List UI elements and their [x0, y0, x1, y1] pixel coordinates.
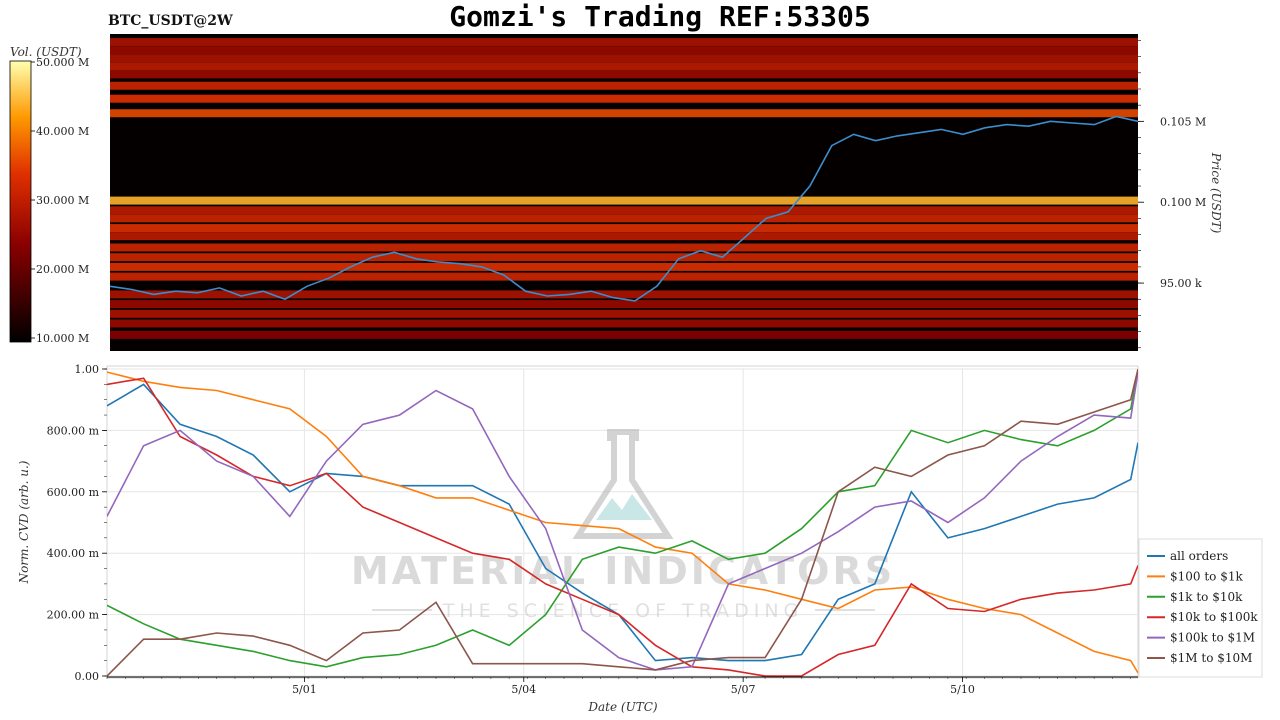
cvd-x-label: Date (UTC): [587, 700, 657, 714]
cvd-lines: [107, 368, 1138, 677]
y-tick-label: 800.00 m: [47, 424, 100, 437]
cvd-y-ticks: 0.00 200.00 m 400.00 m 600.00 m 800.00 m 1.00: [47, 363, 107, 683]
heatmap-band: [110, 38, 1138, 47]
legend-label: $100k to $1M: [1170, 631, 1255, 645]
heatmap-band: [110, 214, 1138, 223]
price-axis-label: Price (USDT): [1209, 152, 1223, 234]
series-line: [107, 371, 1138, 668]
heatmap-band: [110, 70, 1138, 79]
colorbar-label: Vol. (USDT): [10, 45, 82, 59]
y-tick-label: 400.00 m: [47, 547, 100, 560]
legend-label: $10k to $100k: [1170, 610, 1258, 624]
chart-title: Gomzi's Trading REF:53305: [449, 0, 870, 33]
cvd-y-label: Norm. CVD (arb. u.): [17, 460, 31, 584]
heatmap-band: [110, 94, 1138, 103]
watermark-line2: THE SCIENCE OF TRADING: [442, 600, 804, 622]
legend-label: $100 to $1k: [1170, 569, 1243, 583]
y-tick-label: 1.00: [75, 363, 100, 376]
heatmap-band: [110, 224, 1138, 233]
colorbar: [9, 60, 32, 343]
heatmap-band: [110, 319, 1138, 328]
heatmap-band: [110, 330, 1138, 339]
legend-box: [1138, 538, 1263, 678]
price-tick-label: 0.105 M: [1160, 115, 1206, 128]
heatmap-band: [110, 262, 1138, 271]
heatmap-band: [110, 62, 1138, 71]
y-tick-label: 0.00: [75, 670, 100, 683]
colorbar-tick-label: 40.000 M: [36, 125, 89, 138]
price-tick-label: 95.00 k: [1160, 277, 1202, 290]
heatmap-band: [110, 196, 1138, 205]
heatmap-band: [110, 309, 1138, 318]
series-line: [107, 368, 1138, 677]
heatmap-band: [110, 272, 1138, 281]
price-axis-ticks: 0.105 M 0.100 M 95.00 k: [1138, 40, 1206, 349]
colorbar-tick-label: 20.000 M: [36, 263, 89, 276]
price-line: [110, 115, 1138, 302]
flask-liquid-icon: [596, 494, 652, 520]
heatmap-band: [110, 232, 1138, 241]
series-line: [107, 383, 1138, 662]
colorbar-tick-label: 10.000 M: [36, 332, 89, 345]
flask-icon: [572, 429, 674, 539]
heatmap-band: [110, 243, 1138, 252]
heatmap-bands: [110, 38, 1138, 339]
heatmap-band: [110, 81, 1138, 90]
colorbar-ticks: 50.000 M 40.000 M 30.000 M 20.000 M 10.000 M: [31, 56, 89, 345]
heatmap-band: [110, 206, 1138, 215]
heatmap-band: [110, 46, 1138, 55]
heatmap-band: [110, 253, 1138, 262]
heatmap-band: [110, 300, 1138, 309]
heatmap-band: [110, 290, 1138, 299]
series-line: [107, 371, 1138, 671]
watermark: MATERIAL INDICATORS THE SCIENCE OF TRADI…: [351, 429, 895, 622]
legend-label: $1k to $10k: [1170, 590, 1243, 604]
ticker-label: BTC_USDT@2W: [108, 13, 233, 29]
legend-label: $1M to $10M: [1170, 651, 1252, 665]
legend-label: all orders: [1170, 549, 1228, 563]
legend: all orders $100 to $1k $1k to $10k $10k to …: [1138, 538, 1263, 678]
y-tick-label: 600.00 m: [47, 486, 100, 499]
watermark-line1: MATERIAL INDICATORS: [351, 549, 895, 593]
series-line: [107, 377, 1138, 677]
x-tick-label: 5/10: [950, 683, 975, 696]
heatmap-band: [110, 54, 1138, 63]
y-tick-label: 200.00 m: [47, 609, 100, 622]
x-tick-label: 5/04: [511, 683, 536, 696]
colorbar-tick-label: 50.000 M: [36, 56, 89, 69]
heatmap-band: [110, 109, 1138, 118]
price-tick-label: 0.100 M: [1160, 196, 1206, 209]
cvd-x-ticks: 5/01 5/04 5/07 5/10: [106, 676, 1138, 696]
x-tick-label: 5/07: [731, 683, 756, 696]
cvd-grid: [107, 368, 1138, 677]
cvd-panel-background: [106, 365, 1139, 679]
x-tick-label: 5/01: [292, 683, 317, 696]
colorbar-tick-label: 30.000 M: [36, 194, 89, 207]
